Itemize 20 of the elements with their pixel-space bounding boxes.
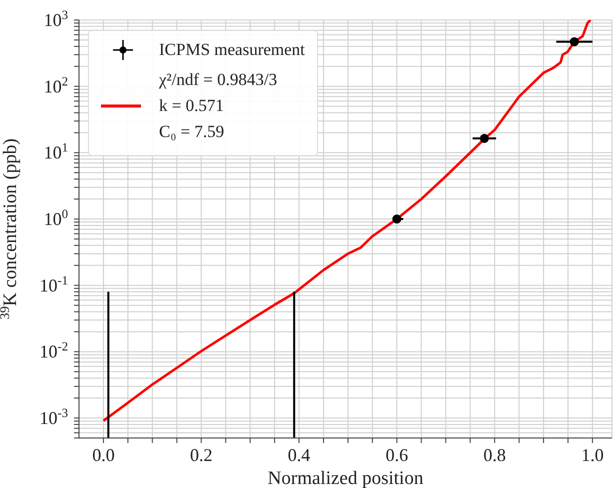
y-tick-label: 10$^{-3}$ [40,406,68,428]
x-tick-label: 0.6 [386,445,408,465]
x-tick-label: 0.8 [483,445,506,465]
x-tick-label: 1.0 [581,445,604,465]
x-axis-title: Normalized position [268,468,424,488]
y-tick-label: 10$^{1}$ [44,140,68,163]
legend-label: ICPMS measurement [159,39,305,61]
y-tick-label: 10$^{-1}$ [40,273,68,296]
line-series [102,20,592,422]
y-tick-label: 10$^{3}$ [44,8,68,30]
y-tick-label: 10$^{2}$ [44,74,68,96]
point [480,134,489,143]
y-tick-label: 10$^{0}$ [44,207,68,230]
point [392,214,402,224]
x-tick-label: 0.2 [190,445,212,465]
y-tick-label: 10$^{-2}$ [40,340,68,362]
x-tick-label: 0.0 [92,445,115,465]
legend-label: χ²/ndf = 0.9843/3 k = 0.571 C₀ = 7.59 [159,69,278,143]
x-tick-label: 0.4 [288,445,310,465]
point [570,37,579,46]
